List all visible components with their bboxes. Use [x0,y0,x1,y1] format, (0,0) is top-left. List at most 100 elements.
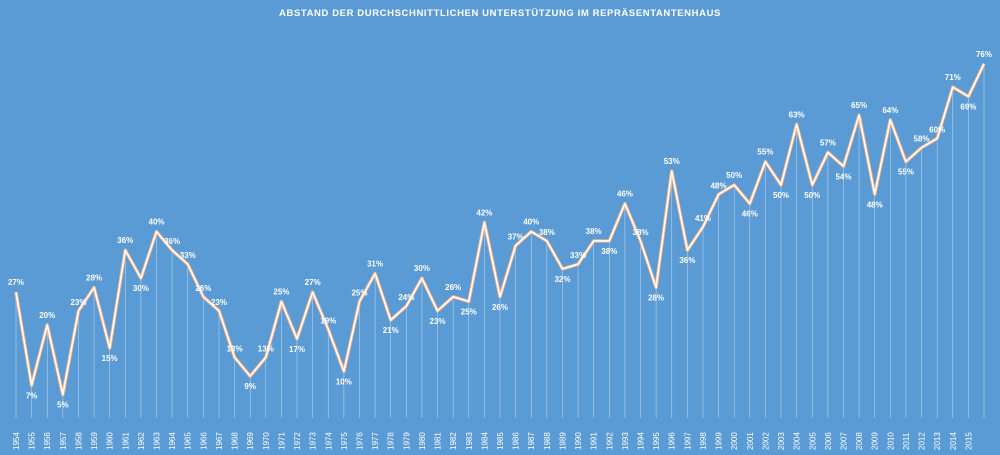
x-tick-label: 1984 [480,432,489,450]
data-label: 32% [554,275,570,284]
data-label: 63% [789,110,805,119]
data-label: 7% [26,391,38,400]
data-label: 55% [898,168,914,177]
x-tick-label: 2010 [886,432,895,450]
x-tick-label: 1963 [153,432,162,450]
data-label: 19% [320,316,336,325]
data-label: 65% [851,101,867,110]
data-label: 40% [523,218,539,227]
x-tick-label: 1972 [293,432,302,450]
data-label: 26% [492,303,508,312]
data-label: 76% [976,50,992,59]
data-label: 64% [882,106,898,115]
data-labels: 27%7%20%5%23%28%15%36%30%40%36%33%26%23%… [8,50,992,410]
x-tick-label: 1982 [449,432,458,450]
series-line-path [15,63,985,396]
data-label: 17% [289,345,305,354]
data-label: 41% [695,214,711,223]
data-label: 23% [70,298,86,307]
data-label: 50% [726,171,742,180]
x-tick-label: 1957 [59,432,68,450]
data-label: 30% [133,284,149,293]
x-tick-label: 2000 [730,432,739,450]
x-tick-label: 1968 [231,432,240,450]
data-label: 25% [273,288,289,297]
x-tick-label: 1981 [434,432,443,450]
data-label: 36% [117,236,133,245]
data-label: 60% [929,125,945,134]
data-label: 15% [102,354,118,363]
data-label: 38% [539,228,555,237]
x-tick-label: 2011 [902,432,911,450]
x-tick-label: 1995 [652,432,661,450]
x-tick-label: 1991 [590,432,599,450]
x-tick-label: 1986 [512,432,521,450]
x-tick-label: 1962 [137,432,146,450]
data-label: 9% [244,382,256,391]
x-tick-label: 2007 [839,432,848,450]
data-label: 57% [820,138,836,147]
data-label: 36% [679,256,695,265]
data-label: 26% [445,283,461,292]
data-label: 10% [336,377,352,386]
chart-title: ABSTAND DER DURCHSCHNITTLICHEN UNTERSTÜT… [279,8,721,19]
x-tick-label: 1998 [699,432,708,450]
x-tick-label: 1958 [74,432,83,450]
data-label: 27% [305,278,321,287]
data-label: 50% [804,191,820,200]
data-label: 38% [586,227,602,236]
data-label: 46% [617,190,633,199]
x-tick-label: 1985 [496,432,505,450]
x-tick-label: 2012 [918,432,927,450]
data-label: 20% [39,311,55,320]
x-tick-label: 1977 [371,432,380,450]
x-tick-label: 1976 [355,432,364,450]
x-tick-label: 2014 [949,432,958,450]
data-label: 24% [398,293,414,302]
x-tick-label: 2005 [808,432,817,450]
data-label: 58% [914,135,930,144]
x-tick-label: 2002 [761,432,770,450]
x-tick-label: 1966 [199,432,208,450]
data-label: 69% [960,102,976,111]
data-label: 28% [86,274,102,283]
data-label: 26% [195,284,211,293]
x-tick-label: 2001 [746,432,755,450]
data-label: 50% [773,191,789,200]
x-tick-label: 1999 [715,432,724,450]
data-label: 5% [57,401,69,410]
data-label: 36% [164,237,180,246]
data-label: 33% [180,251,196,260]
x-tick-label: 1975 [340,432,349,450]
x-tick-label: 2008 [855,432,864,450]
series-line [14,63,986,397]
data-label: 27% [8,278,24,287]
x-tick-label: 1989 [558,432,567,450]
data-label: 48% [867,200,883,209]
data-label: 23% [211,298,227,307]
x-tick-label: 1993 [621,432,630,450]
x-tick-label: 1970 [262,432,271,450]
data-label: 37% [508,233,524,242]
x-tick-label: 1988 [543,432,552,450]
data-label: 54% [835,172,851,181]
data-label: 48% [711,181,727,190]
x-tick-label: 2006 [824,432,833,450]
data-label: 21% [383,326,399,335]
data-label: 71% [945,73,961,82]
data-label: 13% [227,344,243,353]
x-tick-label: 1954 [12,432,21,450]
x-tick-label: 1961 [121,432,130,450]
data-label: 42% [476,208,492,217]
x-tick-label: 1990 [574,432,583,450]
x-tick-label: 1983 [465,432,474,450]
x-tick-label: 1979 [402,432,411,450]
data-label: 31% [367,260,383,269]
x-tick-label: 1992 [605,432,614,450]
x-tick-label: 1980 [418,432,427,450]
x-tick-label: 1974 [324,432,333,450]
data-label: 25% [461,308,477,317]
x-tick-label: 1987 [527,432,536,450]
